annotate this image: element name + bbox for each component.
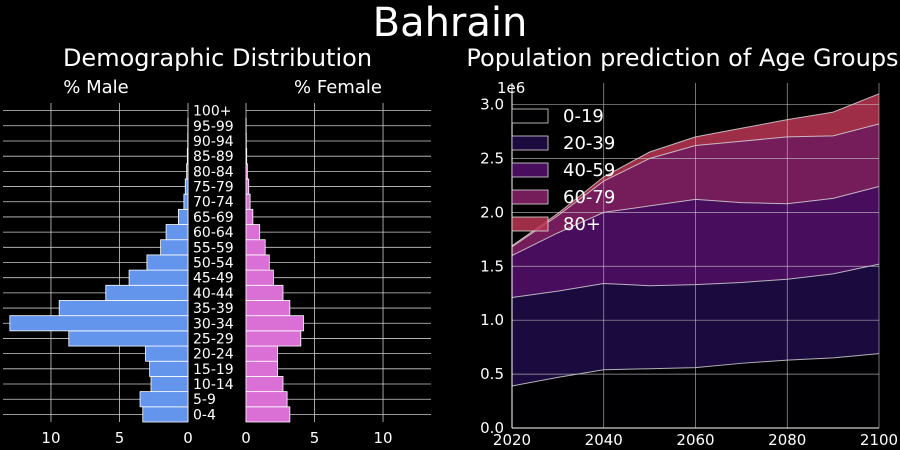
male-bar [184, 178, 189, 195]
x-tick-label: 2040 [585, 431, 623, 449]
population-pyramid: % Male % Female 0-45-910-1415-1920-2425-… [3, 77, 431, 447]
age-group-label: 100+ [193, 104, 231, 120]
legend-label-0-19: 0-19 [563, 106, 604, 127]
age-group-label: 15-19 [193, 362, 234, 378]
age-group-label: 0-4 [193, 407, 216, 423]
female-bar [245, 315, 304, 332]
male-x-tick: 10 [41, 429, 60, 447]
female-bar [245, 330, 302, 347]
age-group-label: 35-39 [193, 301, 234, 317]
male-bar [105, 284, 189, 301]
age-group-label: 25-29 [193, 331, 234, 347]
male-bar [149, 360, 189, 377]
female-bar [245, 391, 288, 408]
female-bar [245, 254, 270, 271]
age-group-label: 30-34 [193, 316, 234, 332]
female-bar [245, 376, 284, 393]
y-tick-label: 0.5 [480, 365, 504, 383]
male-bar [68, 330, 189, 347]
y-tick-label: 2.5 [480, 149, 504, 167]
y-tick-label: 1.0 [480, 311, 504, 329]
male-axis-label: % Male [63, 77, 128, 98]
pyramid-title: Demographic Distribution [62, 44, 373, 72]
male-bar [165, 224, 189, 241]
age-group-label: 20-24 [193, 347, 234, 363]
x-tick-label: 2020 [493, 431, 531, 449]
male-bar [178, 208, 189, 225]
male-bar [183, 193, 189, 210]
y-tick-label: 1.5 [480, 257, 504, 275]
female-bar [245, 345, 278, 362]
female-bar [245, 193, 251, 210]
female-bar [245, 178, 250, 195]
male-bar [146, 254, 189, 271]
x-tick-label: 2060 [676, 431, 714, 449]
female-axis-label: % Female [294, 77, 382, 98]
y-tick-label: 2.0 [480, 203, 504, 221]
male-bar [139, 391, 189, 408]
x-tick-label: 2100 [860, 431, 898, 449]
age-group-label: 5-9 [193, 392, 216, 408]
female-x-tick: 0 [241, 429, 251, 447]
y-offset-label: 1e6 [497, 79, 525, 97]
area-chart-title: Population prediction of Age Groups [466, 44, 899, 72]
age-group-label: 95-99 [193, 119, 234, 135]
male-bar [145, 345, 189, 362]
female-bar [245, 239, 266, 256]
legend-swatch-80+ [511, 216, 549, 232]
male-bar [186, 163, 189, 180]
legend-swatch-40-59 [511, 162, 549, 178]
age-group-label: 55-59 [193, 240, 234, 256]
legend-swatch-60-79 [511, 189, 549, 205]
y-tick-label: 0.0 [480, 419, 504, 437]
female-bar [245, 148, 248, 165]
age-group-label: 10-14 [193, 377, 234, 393]
female-bar [245, 284, 284, 301]
legend-label-80+: 80+ [563, 214, 601, 235]
age-group-label: 45-49 [193, 271, 234, 287]
male-bar [142, 406, 189, 423]
female-bar [245, 300, 291, 317]
age-group-label: 75-79 [193, 180, 234, 196]
age-group-label: 90-94 [193, 134, 234, 150]
x-tick-label: 2080 [768, 431, 806, 449]
male-x-tick: 0 [183, 429, 193, 447]
main-title: Bahrain [372, 0, 528, 46]
male-bar [186, 148, 189, 165]
female-bar [245, 163, 248, 180]
male-x-tick: 5 [115, 429, 125, 447]
area-chart: 0.0 0.5 1.0 1.5 2.0 2.5 3.0 2020 2040 2060 2080 210… [480, 79, 898, 449]
male-bar [160, 239, 189, 256]
y-tick-label: 3.0 [480, 96, 504, 114]
female-x-tick: 5 [310, 429, 320, 447]
age-group-label: 85-89 [193, 149, 234, 165]
male-bar [58, 300, 189, 317]
legend-label-40-59: 40-59 [563, 160, 615, 181]
male-bar [128, 269, 189, 286]
male-bar [150, 376, 189, 393]
legend-label-60-79: 60-79 [563, 187, 615, 208]
age-group-label: 50-54 [193, 256, 234, 272]
legend-label-20-39: 20-39 [563, 133, 615, 154]
age-group-label: 70-74 [193, 195, 234, 211]
age-group-label: 80-84 [193, 164, 234, 180]
age-group-label: 40-44 [193, 286, 234, 302]
male-bar [9, 315, 189, 332]
female-bar [245, 224, 261, 241]
legend: 0-19 20-39 40-59 60-79 80+ [511, 106, 615, 235]
female-bar [245, 406, 291, 423]
female-bar [245, 208, 254, 225]
legend-swatch-20-39 [511, 135, 549, 151]
age-group-label: 60-64 [193, 225, 234, 241]
female-bar [245, 269, 274, 286]
female-bar [245, 360, 278, 377]
age-group-label: 65-69 [193, 210, 234, 226]
female-x-tick: 10 [373, 429, 392, 447]
legend-swatch-0-19 [511, 108, 549, 124]
